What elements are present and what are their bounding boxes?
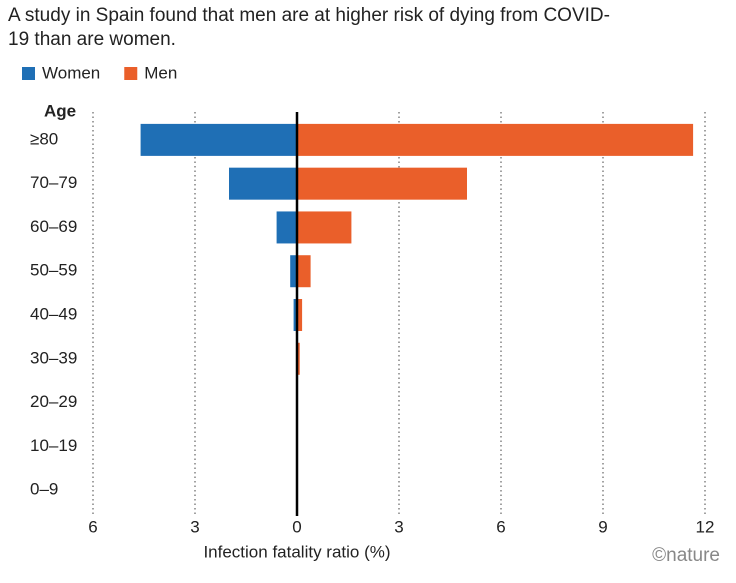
x-axis-label: Infection fatality ratio (%): [203, 542, 390, 561]
x-tick-label: 12: [696, 517, 715, 536]
legend-label: Women: [42, 63, 100, 82]
y-tick-label: 70–79: [30, 173, 77, 192]
legend-label: Men: [144, 63, 177, 82]
x-tick-label: 0: [292, 517, 301, 536]
credit: ©nature: [652, 545, 720, 566]
y-tick-label: 0–9: [30, 480, 58, 499]
bar: [297, 255, 311, 288]
y-tick-label: 30–39: [30, 348, 77, 367]
bar: [293, 299, 297, 331]
x-tick-label: 3: [190, 517, 199, 536]
bar: [229, 167, 297, 200]
legend-swatch: [124, 67, 138, 80]
bar: [290, 255, 297, 288]
bar: [140, 123, 297, 156]
y-tick-label: 10–19: [30, 436, 77, 455]
y-tick-label: 50–59: [30, 261, 77, 280]
bar: [276, 211, 297, 244]
x-tick-label: 6: [496, 517, 505, 536]
bar: [297, 123, 694, 156]
y-tick-label: 60–69: [30, 217, 77, 236]
bar: [297, 167, 467, 200]
bar: [297, 342, 300, 375]
y-tick-label: 20–29: [30, 392, 77, 411]
y-axis-label: Age: [44, 101, 76, 120]
x-tick-label: 6: [88, 517, 97, 536]
bar: [297, 211, 352, 244]
x-tick-label: 3: [394, 517, 403, 536]
x-tick-label: 9: [598, 517, 607, 536]
y-tick-label: ≥80: [30, 129, 58, 148]
bar: [297, 299, 303, 331]
legend-swatch: [22, 67, 35, 80]
y-tick-label: 40–49: [30, 304, 77, 323]
chart-title: A study in Spain found that men are at h…: [8, 5, 610, 50]
